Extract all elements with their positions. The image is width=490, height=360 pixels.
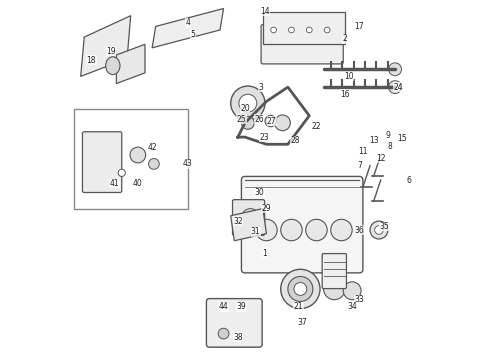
Circle shape — [331, 219, 352, 241]
Text: 16: 16 — [340, 90, 350, 99]
Circle shape — [275, 115, 291, 131]
Text: 27: 27 — [267, 117, 276, 126]
Text: 24: 24 — [394, 83, 403, 92]
Text: 34: 34 — [347, 302, 357, 311]
Text: 10: 10 — [344, 72, 353, 81]
Text: 37: 37 — [297, 318, 307, 327]
Circle shape — [239, 94, 257, 112]
Text: 26: 26 — [254, 115, 264, 124]
Circle shape — [288, 276, 313, 301]
Text: 7: 7 — [357, 161, 362, 170]
Text: 30: 30 — [254, 188, 264, 197]
Text: 29: 29 — [262, 204, 271, 213]
Text: 14: 14 — [260, 7, 270, 16]
Text: 42: 42 — [147, 143, 157, 152]
Text: 22: 22 — [312, 122, 321, 131]
Circle shape — [281, 219, 302, 241]
Circle shape — [218, 328, 229, 339]
FancyBboxPatch shape — [322, 253, 346, 289]
Text: 31: 31 — [251, 227, 261, 236]
Text: 39: 39 — [237, 302, 246, 311]
Circle shape — [118, 169, 125, 176]
Polygon shape — [117, 44, 145, 84]
Circle shape — [294, 283, 307, 296]
Circle shape — [289, 27, 294, 33]
Text: 35: 35 — [379, 222, 389, 231]
Ellipse shape — [106, 57, 120, 75]
Circle shape — [306, 27, 312, 33]
Text: 32: 32 — [233, 217, 243, 226]
FancyBboxPatch shape — [261, 24, 343, 64]
Text: 3: 3 — [259, 83, 264, 92]
Circle shape — [242, 208, 259, 226]
Text: 5: 5 — [191, 30, 196, 39]
Circle shape — [389, 81, 401, 94]
Text: 20: 20 — [240, 104, 250, 113]
Text: 21: 21 — [294, 302, 303, 311]
Polygon shape — [81, 16, 131, 76]
Circle shape — [343, 282, 361, 300]
Circle shape — [375, 226, 383, 234]
Circle shape — [130, 147, 146, 163]
Polygon shape — [231, 208, 267, 241]
Text: 12: 12 — [376, 154, 386, 163]
Text: 15: 15 — [397, 134, 407, 143]
Text: 38: 38 — [233, 333, 243, 342]
Text: 2: 2 — [343, 35, 347, 44]
Text: 25: 25 — [237, 115, 246, 124]
FancyBboxPatch shape — [242, 176, 363, 273]
Text: 41: 41 — [110, 179, 120, 188]
Circle shape — [324, 27, 330, 33]
Text: 4: 4 — [185, 18, 190, 27]
Text: 11: 11 — [358, 147, 368, 156]
Circle shape — [148, 158, 159, 169]
Circle shape — [306, 219, 327, 241]
Text: 9: 9 — [386, 131, 391, 140]
Bar — [74, 109, 188, 208]
Circle shape — [281, 269, 320, 309]
Circle shape — [389, 63, 401, 76]
Circle shape — [242, 116, 254, 129]
Text: 8: 8 — [387, 141, 392, 150]
Polygon shape — [263, 12, 345, 44]
Text: 19: 19 — [106, 47, 116, 56]
Text: 40: 40 — [133, 179, 143, 188]
FancyBboxPatch shape — [232, 200, 265, 235]
Polygon shape — [152, 9, 223, 48]
Text: 18: 18 — [87, 56, 96, 65]
Circle shape — [231, 86, 265, 120]
Text: 28: 28 — [290, 136, 300, 145]
Text: 1: 1 — [262, 249, 267, 258]
FancyBboxPatch shape — [206, 298, 262, 347]
Circle shape — [370, 221, 388, 239]
Circle shape — [270, 27, 276, 33]
Circle shape — [256, 219, 277, 241]
Text: 33: 33 — [354, 295, 364, 304]
Text: 36: 36 — [354, 225, 364, 234]
Text: 44: 44 — [219, 302, 228, 311]
Text: 17: 17 — [354, 22, 364, 31]
Circle shape — [265, 115, 276, 127]
Text: 6: 6 — [407, 176, 412, 185]
Text: 13: 13 — [369, 136, 378, 145]
Text: 43: 43 — [183, 159, 193, 168]
Text: 23: 23 — [260, 132, 270, 141]
FancyBboxPatch shape — [82, 132, 122, 193]
Circle shape — [323, 278, 345, 300]
